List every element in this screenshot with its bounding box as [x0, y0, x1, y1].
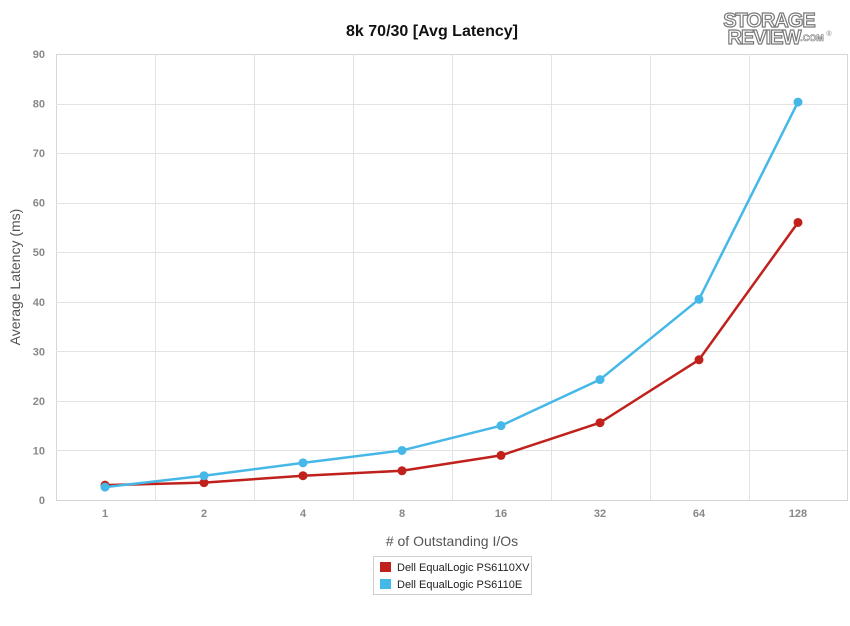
data-point-s1-16 [496, 421, 506, 431]
legend: Dell EqualLogic PS6110XV Dell EqualLogic… [373, 556, 532, 595]
y-tick-label-60: 60 [33, 198, 45, 210]
data-point-s0-4 [298, 471, 308, 481]
logo-suffix: .COM [800, 33, 824, 43]
y-axis-ticks: 0 10 20 30 40 50 60 70 80 90 [33, 49, 45, 507]
logo-line-1: STORAGE [723, 10, 815, 32]
data-point-s0-128 [793, 217, 803, 227]
data-point-s1-2 [199, 471, 209, 481]
series-points [100, 97, 803, 492]
data-point-s1-1 [100, 482, 110, 492]
x-tick-label-1: 1 [102, 508, 108, 520]
data-point-s0-32 [595, 418, 605, 428]
data-point-s0-8 [397, 466, 407, 476]
data-point-s0-64 [694, 355, 704, 365]
x-tick-label-64: 64 [693, 508, 706, 520]
logo-line-2: REVIEW [728, 27, 802, 49]
y-tick-label-30: 30 [33, 346, 45, 358]
y-tick-label-70: 70 [33, 148, 45, 160]
y-tick-label-80: 80 [33, 99, 45, 111]
grid-lines [56, 54, 847, 500]
legend-swatch-ps6110e [380, 579, 391, 589]
x-tick-label-8: 8 [399, 508, 405, 520]
legend-label-ps6110xv: Dell EqualLogic PS6110XV [397, 562, 530, 574]
y-tick-label-50: 50 [33, 247, 45, 259]
series-line-1 [103, 100, 800, 489]
data-point-s1-4 [298, 458, 308, 468]
data-point-s1-8 [397, 445, 407, 455]
y-tick-label-0: 0 [39, 495, 45, 507]
legend-label-ps6110e: Dell EqualLogic PS6110E [397, 579, 522, 591]
chart-title: 8k 70/30 [Avg Latency] [346, 23, 518, 40]
storagereview-logo: STORAGE REVIEW .COM ® [723, 9, 833, 49]
y-tick-label-40: 40 [33, 297, 45, 309]
series-line-0 [103, 221, 800, 487]
y-tick-label-20: 20 [33, 396, 45, 408]
y-tick-label-10: 10 [33, 445, 45, 457]
data-point-s1-128 [793, 97, 803, 107]
logo-registered-mark: ® [826, 30, 832, 38]
data-point-s1-32 [595, 375, 605, 385]
legend-swatch-ps6110xv [380, 562, 391, 572]
x-tick-label-16: 16 [495, 508, 507, 520]
x-tick-label-32: 32 [594, 508, 606, 520]
data-point-s0-16 [496, 450, 506, 460]
y-axis-label: Average Latency (ms) [7, 209, 23, 346]
legend-box [373, 556, 532, 595]
x-tick-label-4: 4 [300, 508, 307, 520]
series-lines [103, 100, 800, 489]
x-axis-label: # of Outstanding I/Os [386, 533, 518, 549]
data-point-s0-2 [199, 478, 209, 488]
x-tick-label-128: 128 [789, 508, 807, 520]
x-axis-ticks: 1 2 4 8 16 32 64 128 [102, 508, 807, 520]
y-tick-label-90: 90 [33, 49, 45, 61]
x-tick-label-2: 2 [201, 508, 207, 520]
data-point-s1-64 [694, 294, 704, 304]
